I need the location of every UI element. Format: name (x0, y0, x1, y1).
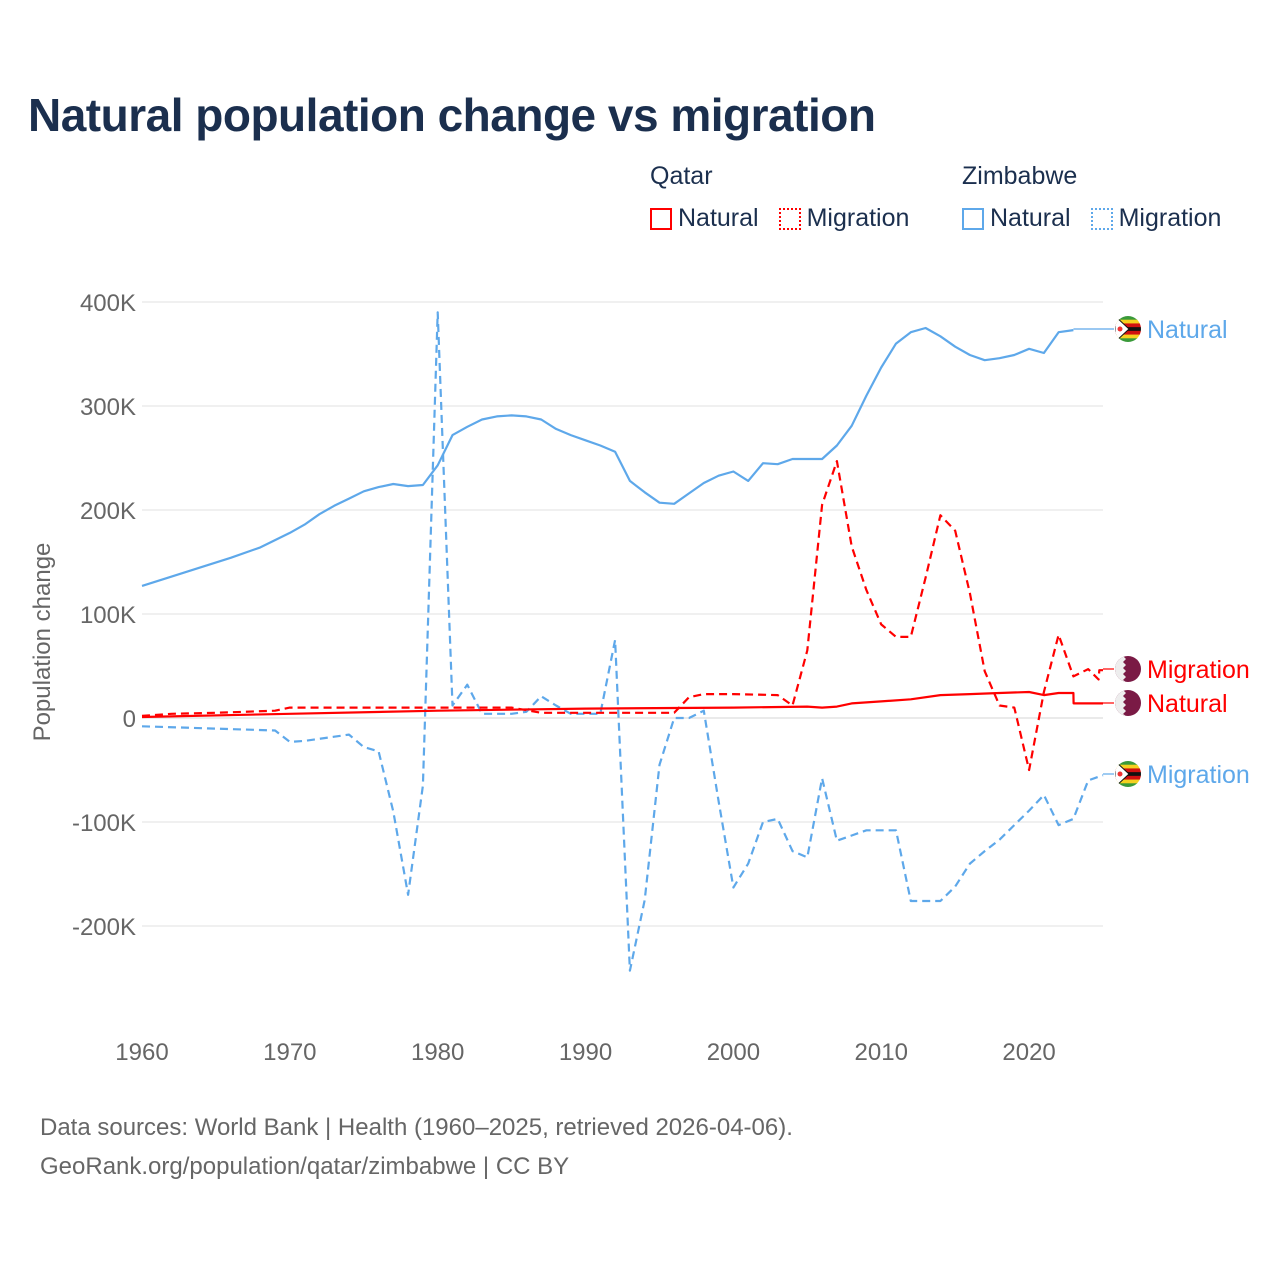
flag-stripe (1115, 323, 1141, 328)
grid (142, 301, 1103, 927)
end-label: Migration (1147, 656, 1250, 684)
y-tick-label: 300K (80, 394, 136, 421)
zimbabwe-flag-icon (1115, 316, 1141, 342)
legend-swatch-solid (650, 207, 672, 230)
y-tick-label: -200K (72, 914, 136, 941)
x-tick-label: 1980 (411, 1039, 464, 1066)
y-tick-label: 400K (80, 290, 136, 317)
end-label: Migration (1147, 761, 1250, 789)
footer-sources: Data sources: World Bank | Health (1960–… (40, 1114, 793, 1141)
flag-stripe (1115, 775, 1141, 781)
legend-qatar-items: Natural Migration (650, 204, 909, 233)
y-tick-label: -100K (72, 810, 136, 837)
series-line-zimbabwe-migration (141, 311, 1104, 972)
flag-stripe (1115, 764, 1141, 769)
y-tick-label: 0 (123, 706, 136, 733)
legend-qatar-migration[interactable]: Migration (778, 204, 910, 233)
flag-clip (1115, 656, 1141, 682)
footer-link[interactable]: GeoRank.org/population/qatar/zimbabwe | … (40, 1153, 570, 1180)
series-line-qatar-natural (141, 690, 1103, 719)
x-tick-label: 1960 (115, 1039, 168, 1066)
x-tick-label: 2020 (1002, 1039, 1055, 1066)
legend-group-qatar: Qatar (650, 162, 713, 190)
flag-stripe (1115, 334, 1141, 339)
end-label: Natural (1147, 690, 1228, 718)
y-tick-label: 100K (80, 602, 136, 629)
legend-zimbabwe-migration[interactable]: Migration (1090, 204, 1222, 233)
legend-label: Migration (806, 204, 910, 232)
flag-clip (1115, 316, 1141, 342)
legend-qatar-natural[interactable]: Natural (650, 204, 759, 233)
qatar-flag-icon (1115, 690, 1141, 716)
legend-group-zimbabwe: Zimbabwe (962, 162, 1078, 190)
flag-white (1115, 690, 1126, 716)
x-tick-label: 1970 (263, 1039, 316, 1066)
zimbabwe-flag-icon (1115, 761, 1141, 787)
qatar-flag-icon (1115, 656, 1141, 682)
x-ticks: 1960 1970 1980 1990 2000 2010 2020 (115, 1039, 1055, 1066)
legend-label: Natural (990, 204, 1071, 232)
y-axis-label: Population change (29, 543, 56, 742)
series-lines (141, 311, 1104, 972)
flag-stripe (1115, 768, 1141, 773)
legend-swatch-dotted (1090, 207, 1113, 230)
flag-white (1115, 656, 1126, 682)
footer: Data sources: World Bank | Health (1960–… (40, 1108, 793, 1186)
y-tick-label: 200K (80, 498, 136, 525)
chart-title: Natural population change vs migration (28, 89, 876, 141)
flag-stripe (1115, 330, 1141, 336)
flag-star (1117, 326, 1123, 332)
flag-stripe (1115, 783, 1141, 787)
end-labels: Natural Migration Natural Migration (1073, 316, 1250, 789)
flag-stripe (1115, 779, 1141, 784)
x-tick-label: 2010 (855, 1039, 908, 1066)
legend-zimbabwe-natural[interactable]: Natural (962, 204, 1071, 233)
legend-label: Natural (678, 204, 759, 232)
legend-zimbabwe-items: Natural Migration (962, 204, 1221, 233)
legend-swatch-dotted (778, 207, 801, 230)
legend-label: Migration (1118, 204, 1222, 232)
flag-star (1117, 771, 1123, 777)
end-label: Natural (1147, 316, 1228, 344)
legend-swatch-solid (962, 207, 984, 230)
y-ticks: -200K -100K 0 100K 200K 300K 400K (72, 290, 136, 941)
flag-stripe (1115, 316, 1141, 321)
series-line-qatar-migration (141, 460, 1103, 772)
series-line-zimbabwe-natural (141, 326, 1074, 587)
flag-stripe (1115, 338, 1141, 342)
flag-stripe (1115, 319, 1141, 324)
flag-stripe (1115, 761, 1141, 766)
x-tick-label: 1990 (559, 1039, 612, 1066)
flag-clip (1115, 761, 1141, 787)
flag-clip (1115, 690, 1141, 716)
x-tick-label: 2000 (707, 1039, 760, 1066)
